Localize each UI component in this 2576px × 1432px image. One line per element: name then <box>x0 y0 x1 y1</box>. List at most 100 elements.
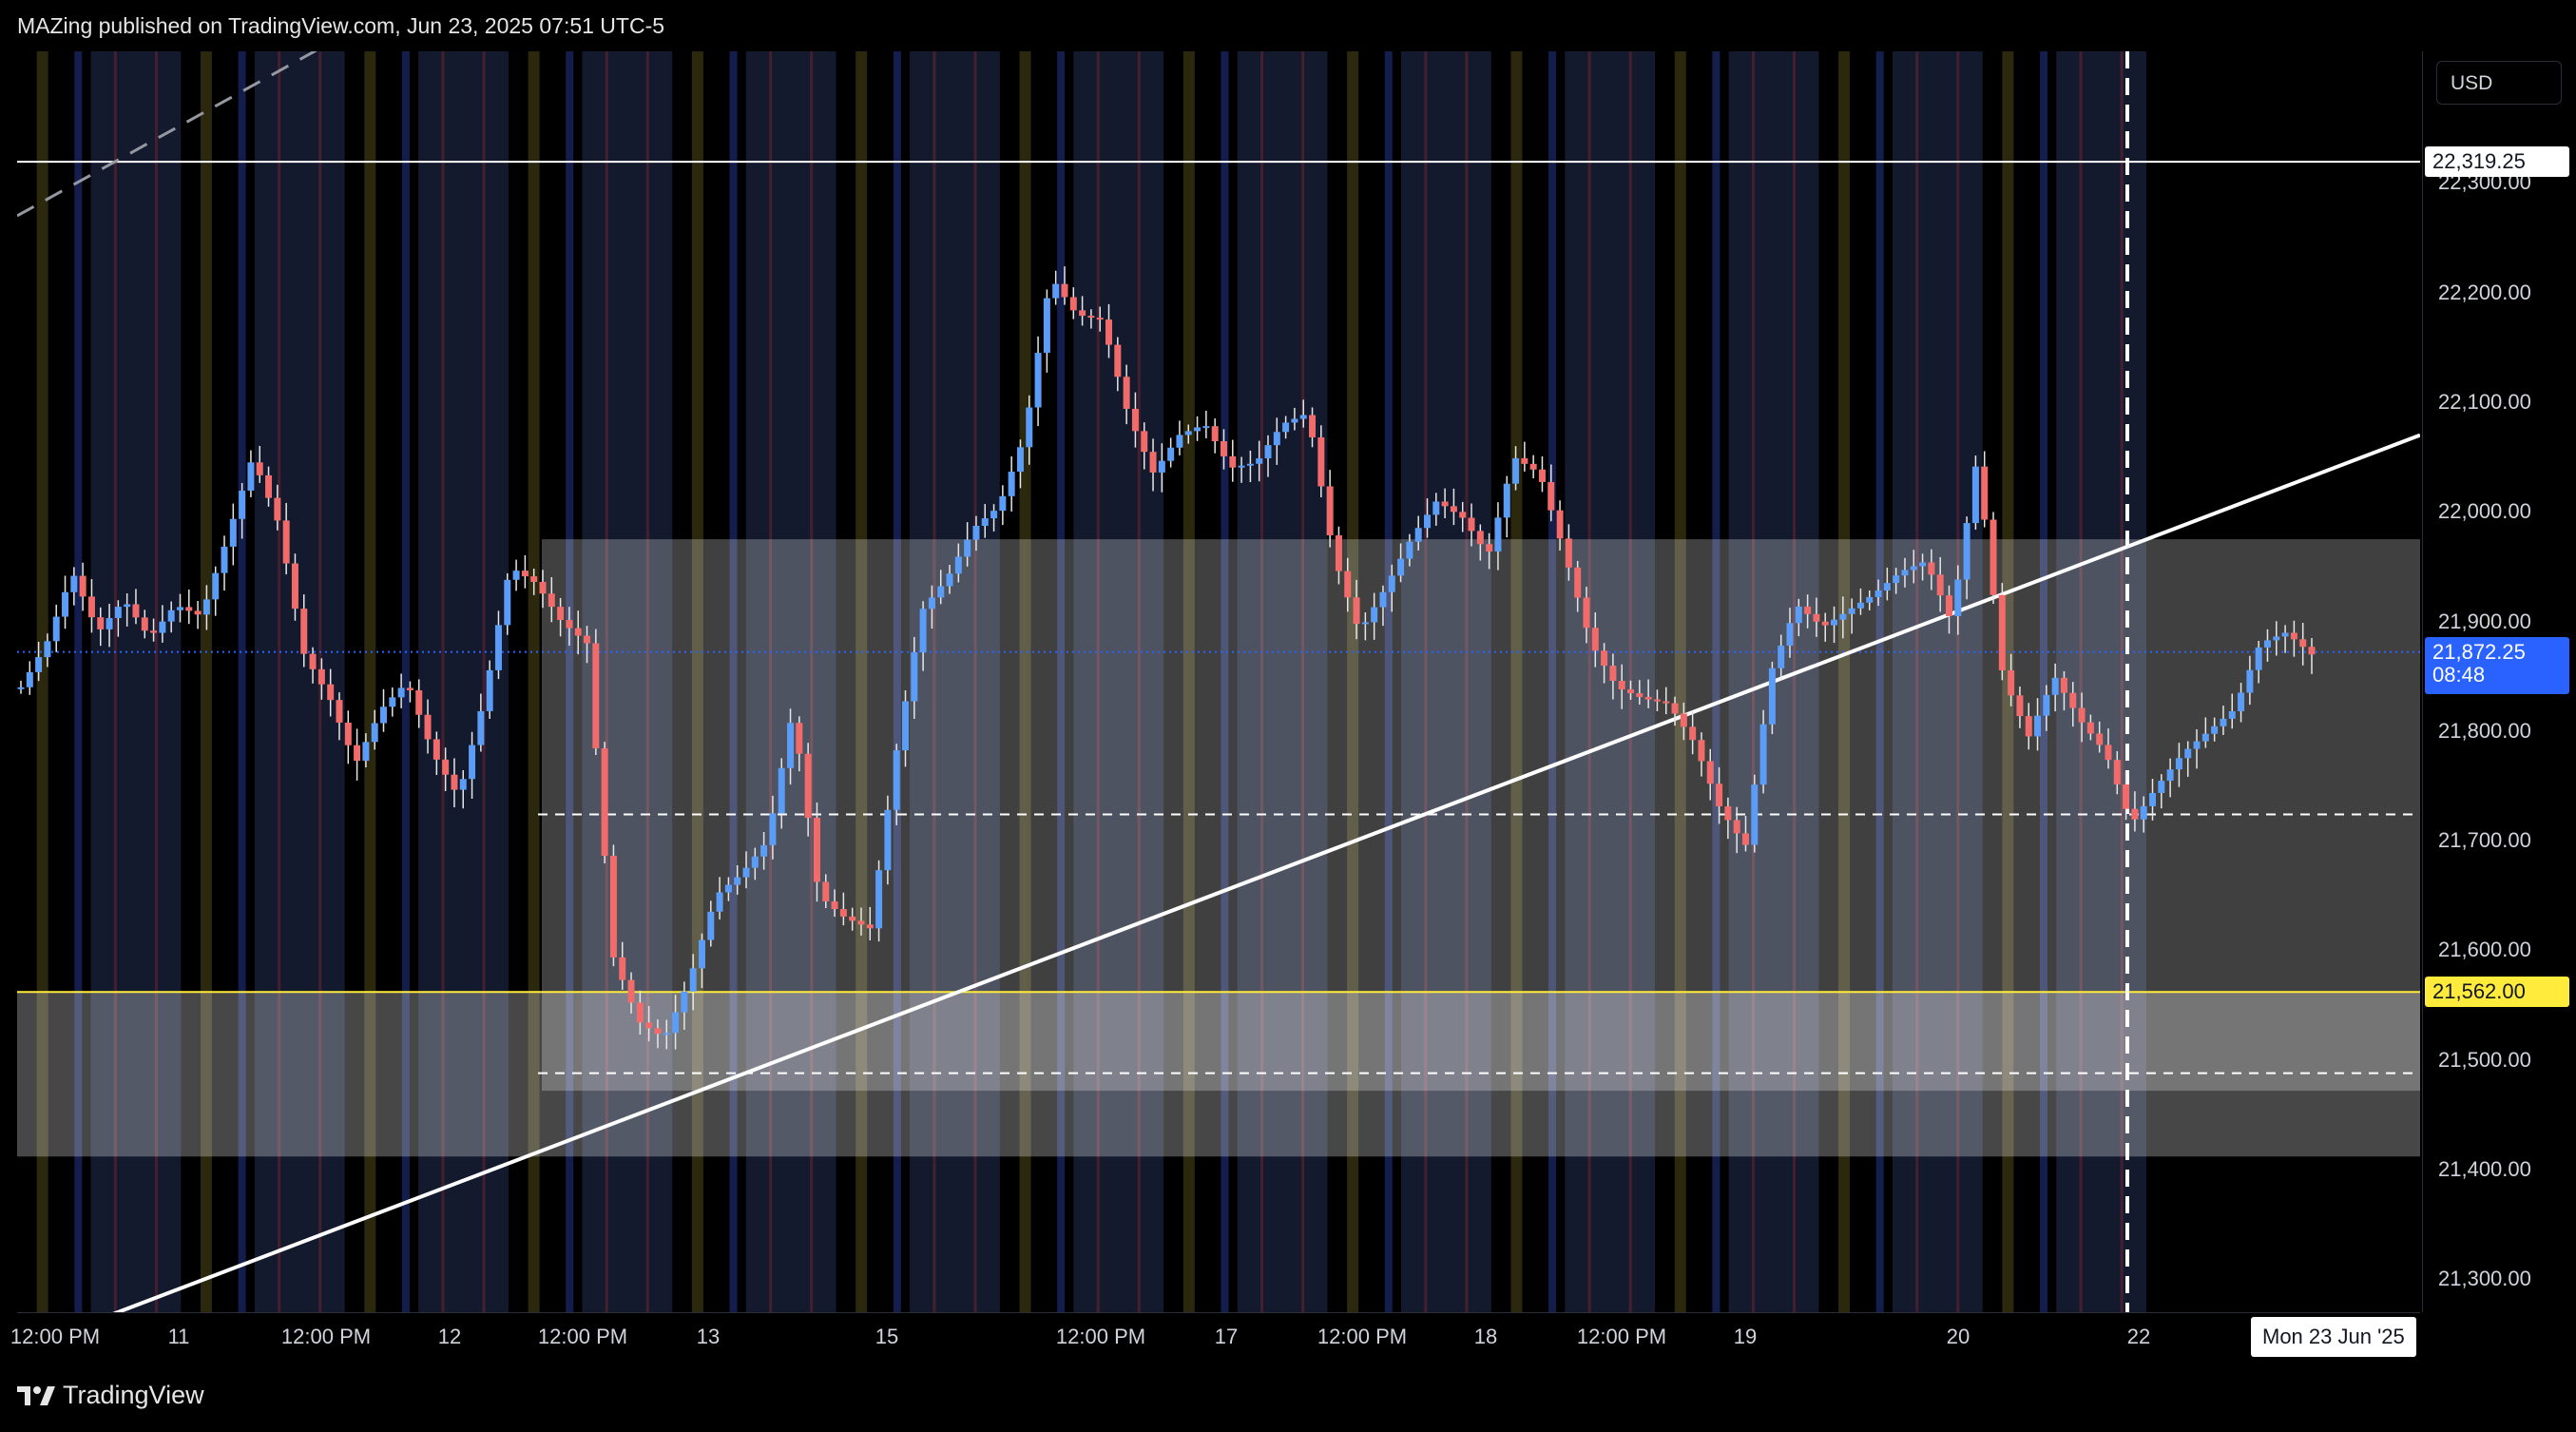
candle-down <box>866 924 874 929</box>
candle-up <box>159 621 166 633</box>
candle-up <box>1778 646 1785 668</box>
candle-up <box>946 573 953 587</box>
candle-up <box>990 511 998 519</box>
session-marker-yellow <box>1838 51 1851 1312</box>
time-tick: 12:00 PM <box>280 1325 372 1348</box>
candle-down <box>1317 436 1325 487</box>
candle-down <box>2131 808 2139 820</box>
candle-up <box>734 877 741 885</box>
candle-up <box>672 1012 680 1034</box>
candle-up <box>716 892 723 912</box>
candle-down <box>627 979 635 1003</box>
candle-up <box>1371 607 1378 623</box>
time-axis[interactable]: Mon 23 Jun '25 12:00 PM 11 12:00 PM 12 12:00… <box>10 1312 2420 1363</box>
candle-up <box>477 710 485 745</box>
candle-down <box>1990 519 1997 595</box>
candle-down <box>1450 506 1457 513</box>
candle-up <box>1839 613 1847 620</box>
candle-down <box>132 604 140 618</box>
candle-up <box>689 968 697 992</box>
candle-down <box>406 687 413 690</box>
candle-up <box>875 870 883 929</box>
candle-down <box>1565 538 1572 568</box>
candle-down <box>2025 716 2032 737</box>
candle-down <box>609 855 617 958</box>
candle-up <box>504 579 511 626</box>
time-tick: 12:00 PM <box>1317 1325 1408 1348</box>
brand[interactable]: TradingView <box>17 1381 204 1410</box>
candle-up <box>486 669 493 711</box>
price-axis[interactable]: USD 22,300.00 22,200.00 22,100.00 22,000.00… <box>2422 51 2576 1312</box>
candle-down <box>1813 613 1820 622</box>
session-marker-blue <box>1384 51 1393 1312</box>
candle-down <box>1724 805 1732 821</box>
candle-down <box>1936 574 1944 596</box>
currency-button[interactable]: USD <box>2436 61 2562 105</box>
time-tick: 19 <box>1733 1325 1758 1348</box>
candle-up <box>176 607 183 610</box>
candle-up <box>2043 694 2050 716</box>
price-tick: 21,600.00 <box>2438 938 2531 962</box>
candle-down <box>796 723 803 754</box>
candle-up <box>17 687 25 689</box>
candle-down <box>1087 316 1095 319</box>
candle-up <box>1512 457 1520 484</box>
candle-down <box>822 881 830 902</box>
candle-down <box>1548 481 1555 511</box>
candle-down <box>1061 283 1068 298</box>
candle-down <box>1096 318 1104 320</box>
candle-up <box>964 539 971 557</box>
candle-up <box>35 657 43 672</box>
candle-up <box>247 462 255 492</box>
candle-up <box>928 597 935 610</box>
time-tick: 12:00 PM <box>1055 1325 1146 1348</box>
footer: TradingView <box>0 1362 2576 1432</box>
candle-up <box>1751 784 1759 845</box>
publish-header: MAZing published on TradingView.com, Jun… <box>0 0 2576 51</box>
candle-down <box>566 620 573 629</box>
candle-down <box>1114 344 1122 377</box>
candle-down <box>1653 699 1661 702</box>
candle-down <box>1574 567 1582 598</box>
candle-up <box>2246 669 2254 693</box>
candle-up <box>1194 427 1201 432</box>
candle-down <box>1309 415 1317 437</box>
candle-down <box>1636 692 1644 697</box>
candle-down <box>839 909 847 917</box>
candle-down <box>451 774 458 790</box>
candle-down <box>1486 544 1493 552</box>
candle-down <box>1618 680 1625 690</box>
candle-up <box>512 571 520 580</box>
candle-down <box>185 607 193 611</box>
candle-down <box>1928 562 1935 575</box>
session-marker-yellow <box>855 51 868 1312</box>
price-tick: 21,300.00 <box>2438 1267 2531 1291</box>
candle-down <box>1220 441 1227 456</box>
candle-up <box>893 750 900 810</box>
candle-up <box>2034 715 2042 737</box>
candle-up <box>1388 575 1395 592</box>
candle-up <box>1167 447 1175 461</box>
candle-up <box>2238 692 2245 711</box>
price-zone <box>17 992 2420 1157</box>
candle-up <box>1795 606 1802 624</box>
time-tick: 13 <box>696 1325 721 1348</box>
candle-down <box>2308 647 2316 655</box>
candle-down <box>150 630 158 633</box>
candle-up <box>981 518 989 526</box>
candle-down <box>1556 510 1564 539</box>
trendline <box>112 433 2420 1312</box>
candle-down <box>317 668 325 685</box>
publish-info: MAZing published on TradingView.com, Jun… <box>17 13 665 38</box>
candle-up <box>44 641 51 658</box>
chart-plot-area[interactable] <box>17 51 2420 1312</box>
candle-up <box>954 556 962 574</box>
candle-up <box>724 884 732 893</box>
candle-up <box>2201 733 2209 742</box>
price-chart[interactable] <box>17 51 2420 1312</box>
candle-up <box>769 813 777 845</box>
candle-down <box>194 610 202 615</box>
session-marker-blue <box>2040 51 2047 1312</box>
price-tick: 22,000.00 <box>2438 499 2531 524</box>
candle-down <box>1733 820 1740 834</box>
